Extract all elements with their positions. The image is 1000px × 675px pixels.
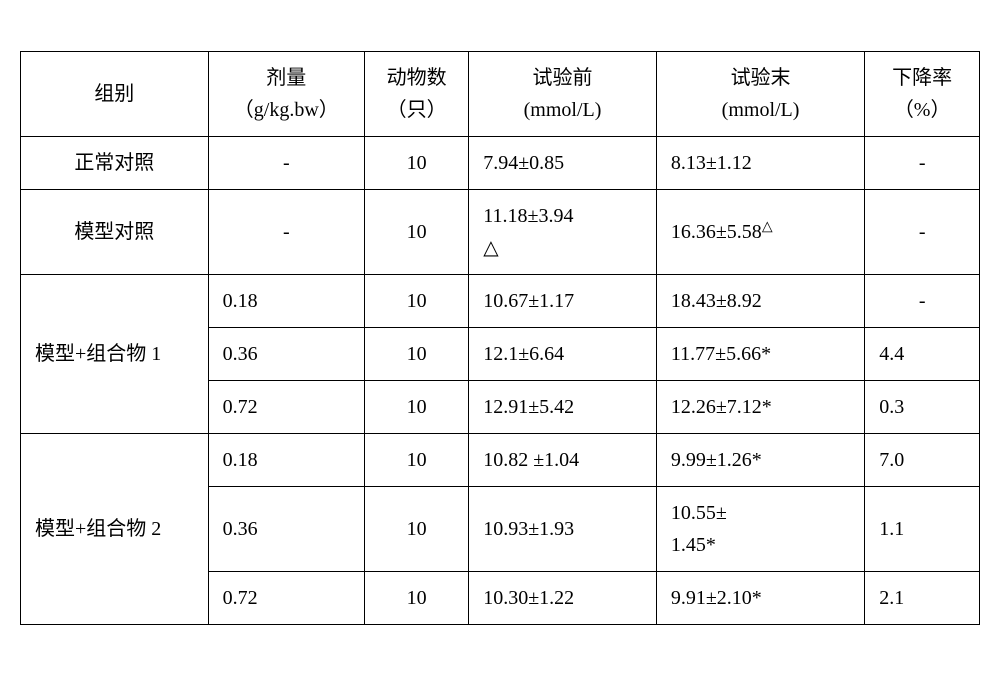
cell-pre: 12.91±5.42	[469, 380, 657, 433]
cell-rate: -	[865, 274, 980, 327]
header-rate: 下降率 （%）	[865, 51, 980, 136]
cell-dose: 0.72	[208, 571, 364, 624]
cell-rate: 4.4	[865, 327, 980, 380]
header-dose: 剂量 （g/kg.bw）	[208, 51, 364, 136]
cell-group: 正常对照	[21, 136, 209, 189]
cell-pre: 10.93±1.93	[469, 486, 657, 571]
cell-rate: 2.1	[865, 571, 980, 624]
cell-pre: 11.18±3.94 △	[469, 189, 657, 274]
header-text: 动物数	[387, 67, 447, 89]
header-unit: （%）	[894, 99, 951, 121]
triangle-mark: △	[483, 237, 498, 259]
header-text: 剂量	[266, 67, 306, 89]
cell-dose: 0.18	[208, 433, 364, 486]
cell-rate: -	[865, 136, 980, 189]
cell-post: 9.99±1.26*	[656, 433, 864, 486]
cell-n: 10	[364, 571, 468, 624]
cell-post: 12.26±7.12*	[656, 380, 864, 433]
triangle-mark: △	[762, 219, 773, 234]
cell-rate: -	[865, 189, 980, 274]
cell-dose: 0.18	[208, 274, 364, 327]
cell-group: 模型+组合物 1	[21, 274, 209, 433]
cell-group: 模型+组合物 2	[21, 433, 209, 624]
cell-n: 10	[364, 327, 468, 380]
cell-n: 10	[364, 136, 468, 189]
cell-rate: 0.3	[865, 380, 980, 433]
data-table: 组别 剂量 （g/kg.bw） 动物数 （只） 试验前 (mmol/L) 试验末…	[20, 51, 980, 625]
cell-n: 10	[364, 380, 468, 433]
cell-n: 10	[364, 189, 468, 274]
cell-group: 模型对照	[21, 189, 209, 274]
header-text: 试验末	[731, 67, 791, 89]
cell-n: 10	[364, 433, 468, 486]
cell-post: 18.43±8.92	[656, 274, 864, 327]
cell-n: 10	[364, 274, 468, 327]
value-text: 10.55±	[671, 502, 727, 524]
cell-dose: 0.72	[208, 380, 364, 433]
cell-post: 11.77±5.66*	[656, 327, 864, 380]
cell-n: 10	[364, 486, 468, 571]
header-unit: （只）	[387, 99, 447, 121]
header-pre: 试验前 (mmol/L)	[469, 51, 657, 136]
header-post: 试验末 (mmol/L)	[656, 51, 864, 136]
value-text: 1.45*	[671, 534, 716, 556]
cell-pre: 12.1±6.64	[469, 327, 657, 380]
cell-pre: 10.67±1.17	[469, 274, 657, 327]
header-animals: 动物数 （只）	[364, 51, 468, 136]
cell-dose: -	[208, 136, 364, 189]
cell-post: 16.36±5.58△	[656, 189, 864, 274]
table-row: 模型+组合物 2 0.18 10 10.82 ±1.04 9.99±1.26* …	[21, 433, 980, 486]
cell-pre: 7.94±0.85	[469, 136, 657, 189]
cell-rate: 7.0	[865, 433, 980, 486]
value-text: 11.18±3.94	[483, 205, 573, 227]
cell-pre: 10.30±1.22	[469, 571, 657, 624]
table-row: 正常对照 - 10 7.94±0.85 8.13±1.12 -	[21, 136, 980, 189]
header-unit: (mmol/L)	[722, 99, 800, 121]
cell-rate: 1.1	[865, 486, 980, 571]
header-unit: （g/kg.bw）	[234, 99, 339, 121]
cell-pre: 10.82 ±1.04	[469, 433, 657, 486]
cell-dose: 0.36	[208, 327, 364, 380]
header-text: 下降率	[892, 67, 952, 89]
cell-dose: 0.36	[208, 486, 364, 571]
cell-post: 10.55± 1.45*	[656, 486, 864, 571]
table-row: 模型对照 - 10 11.18±3.94 △ 16.36±5.58△ -	[21, 189, 980, 274]
header-row: 组别 剂量 （g/kg.bw） 动物数 （只） 试验前 (mmol/L) 试验末…	[21, 51, 980, 136]
cell-dose: -	[208, 189, 364, 274]
header-unit: (mmol/L)	[524, 99, 602, 121]
cell-post: 9.91±2.10*	[656, 571, 864, 624]
header-text: 试验前	[533, 67, 593, 89]
header-text: 组别	[94, 83, 134, 105]
table-row: 模型+组合物 1 0.18 10 10.67±1.17 18.43±8.92 -	[21, 274, 980, 327]
header-group: 组别	[21, 51, 209, 136]
cell-post: 8.13±1.12	[656, 136, 864, 189]
value-text: 16.36±5.58	[671, 221, 762, 243]
